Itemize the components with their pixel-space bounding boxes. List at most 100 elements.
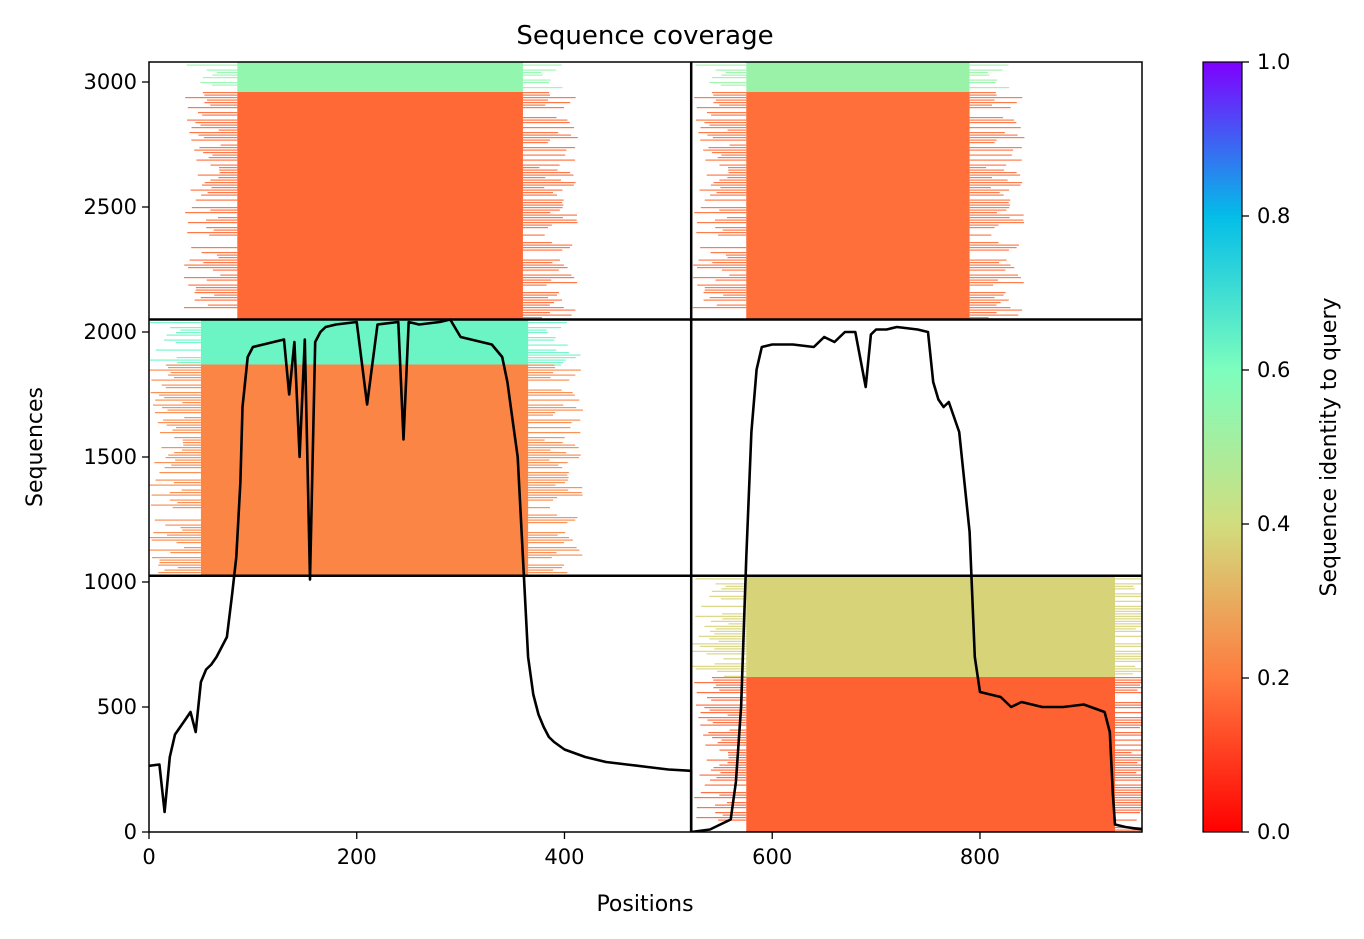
coverage-ragged-edge: [522, 222, 578, 224]
coverage-ragged-edge: [724, 675, 747, 677]
coverage-ragged-edge: [177, 567, 201, 569]
coverage-ragged-edge: [696, 692, 747, 694]
coverage-ragged-edge: [969, 82, 996, 84]
coverage-ragged-edge: [709, 124, 747, 126]
coverage-ragged-edge: [1114, 734, 1142, 736]
coverage-ragged-edge: [969, 277, 1021, 279]
coverage-ragged-edge: [1114, 670, 1142, 672]
coverage-ragged-edge: [694, 797, 747, 799]
coverage-ragged-edge: [1114, 673, 1134, 675]
coverage-ragged-edge: [528, 422, 572, 424]
coverage-ragged-edge: [167, 367, 201, 369]
coverage-ragged-edge: [969, 297, 995, 299]
coverage-ragged-edge: [1114, 692, 1142, 694]
coverage-ragged-edge: [522, 99, 548, 101]
coverage-ragged-edge: [697, 267, 747, 269]
coverage-ragged-edge: [1114, 650, 1142, 652]
coverage-ragged-edge: [1114, 707, 1142, 709]
coverage-ragged-edge: [522, 107, 565, 109]
coverage-ragged-edge: [528, 484, 556, 486]
coverage-ragged-edge: [198, 134, 238, 136]
coverage-ragged-edge: [717, 157, 747, 159]
coverage-ragged-edge: [727, 257, 747, 259]
coverage-ragged-edge: [718, 819, 747, 821]
coverage-ragged-edge: [692, 665, 747, 667]
colorbar-gradient: [1202, 61, 1243, 833]
coverage-ragged-edge: [216, 72, 238, 74]
coverage-ragged-edge: [1114, 764, 1142, 766]
x-tick-label: 200: [337, 845, 377, 869]
x-tick-label: 400: [544, 845, 584, 869]
coverage-ragged-edge: [528, 404, 564, 406]
coverage-ragged-edge: [528, 539, 573, 541]
coverage-ragged-edge: [729, 144, 747, 146]
coverage-ragged-edge: [522, 164, 560, 166]
coverage-ragged-edge: [969, 194, 1004, 196]
coverage-ragged-edge: [703, 734, 747, 736]
coverage-ragged-edge: [693, 264, 747, 266]
coverage-ragged-edge: [522, 117, 557, 119]
coverage-ragged-edge: [522, 92, 550, 94]
coverage-ragged-edge: [528, 572, 568, 574]
coverage-ragged-edge: [528, 367, 556, 369]
coverage-ragged-edge: [166, 334, 201, 336]
coverage-ragged-edge: [191, 127, 238, 129]
coverage-ragged-edge: [969, 104, 992, 106]
coverage-ragged-edge: [695, 64, 747, 66]
coverage-ragged-edge: [522, 122, 570, 124]
coverage-ragged-edge: [1114, 759, 1142, 761]
coverage-block-chain-B-pair-1: [692, 62, 1025, 320]
coverage-band: [746, 575, 1115, 677]
coverage-ragged-edge: [696, 222, 747, 224]
coverage-ragged-edge: [700, 207, 747, 209]
coverage-ragged-edge: [696, 119, 747, 121]
coverage-ragged-edge: [721, 739, 747, 741]
coverage-ragged-edge: [706, 174, 747, 176]
coverage-ragged-edge: [191, 139, 238, 141]
coverage-block-chain-A-pair-1: [183, 62, 578, 320]
coverage-ragged-edge: [969, 119, 1015, 121]
coverage-ragged-edge: [696, 807, 747, 809]
coverage-ragged-edge: [200, 82, 238, 84]
coverage-ragged-edge: [155, 349, 201, 351]
coverage-ragged-edge: [969, 132, 1005, 134]
coverage-ragged-edge: [1114, 578, 1142, 580]
coverage-ragged-edge: [528, 507, 550, 509]
coverage-ragged-edge: [726, 217, 747, 219]
coverage-ragged-edge: [176, 542, 201, 544]
coverage-ragged-edge: [704, 707, 747, 709]
coverage-ragged-edge: [969, 217, 1010, 219]
coverage-ragged-edge: [528, 399, 580, 401]
coverage-ragged-edge: [202, 114, 238, 116]
coverage-ragged-edge: [715, 219, 747, 221]
coverage-ragged-edge: [522, 194, 558, 196]
coverage-ragged-edge: [166, 534, 201, 536]
coverage-ragged-edge: [706, 112, 747, 114]
coverage-ragged-edge: [715, 804, 747, 806]
coverage-ragged-edge: [719, 209, 747, 211]
coverage-ragged-edge: [712, 137, 747, 139]
coverage-ragged-edge: [522, 279, 552, 281]
coverage-ragged-edge: [699, 189, 747, 191]
coverage-ragged-edge: [698, 717, 747, 719]
coverage-ragged-edge: [528, 464, 559, 466]
coverage-ragged-edge: [1114, 593, 1142, 595]
coverage-ragged-edge: [165, 457, 201, 459]
coverage-ragged-edge: [528, 564, 565, 566]
coverage-ragged-edge: [528, 437, 565, 439]
coverage-ragged-edge: [201, 252, 238, 254]
coverage-ragged-edge: [522, 79, 551, 81]
coverage-ragged-edge: [155, 479, 201, 481]
coverage-ragged-edge: [528, 392, 573, 394]
coverage-ragged-edge: [164, 569, 201, 571]
coverage-ragged-edge: [1114, 744, 1142, 746]
coverage-ragged-edge: [528, 322, 567, 324]
coverage-ragged-edge: [528, 439, 545, 441]
coverage-ragged-edge: [522, 64, 562, 66]
coverage-ragged-edge: [175, 342, 201, 344]
coverage-ragged-edge: [522, 184, 574, 186]
coverage-ragged-edge: [969, 249, 1009, 251]
coverage-ragged-edge: [182, 402, 201, 404]
coverage-ragged-edge: [149, 537, 201, 539]
coverage-ragged-edge: [712, 737, 747, 739]
